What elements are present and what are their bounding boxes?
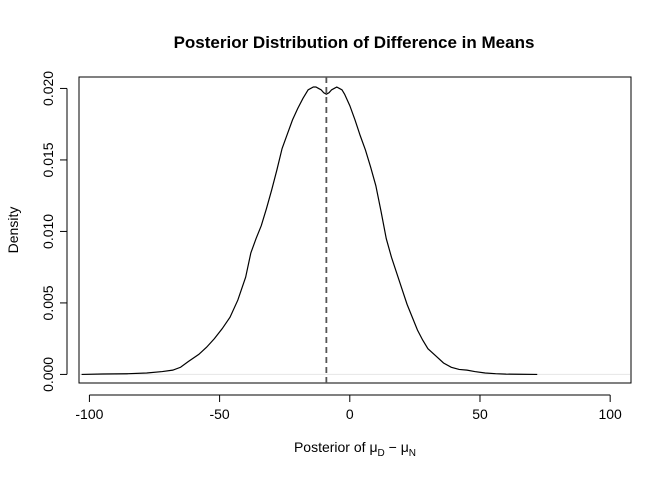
y-tick-label: 0.015: [40, 142, 56, 177]
y-tick-label: 0.005: [40, 285, 56, 320]
y-tick-label: 0.010: [40, 214, 56, 249]
plot-frame: [78, 76, 632, 384]
y-tick-label: 0.020: [40, 71, 56, 106]
x-tick-label: 100: [598, 406, 622, 422]
y-axis-label: Density: [5, 207, 21, 254]
x-axis: -100 -50 0 50 100: [75, 394, 622, 422]
y-axis: 0.000 0.005 0.010 0.015 0.020: [40, 71, 68, 392]
chart-title: Posterior Distribution of Difference in …: [174, 33, 535, 52]
y-tick-label: 0.000: [40, 357, 56, 392]
density-curve: [81, 86, 538, 376]
x-tick-label: 50: [472, 406, 488, 422]
x-tick-label: 0: [346, 406, 354, 422]
x-tick-label: -50: [209, 406, 229, 422]
x-axis-label: Posterior of μD − μN: [294, 439, 416, 459]
x-tick-label: -100: [75, 406, 103, 422]
